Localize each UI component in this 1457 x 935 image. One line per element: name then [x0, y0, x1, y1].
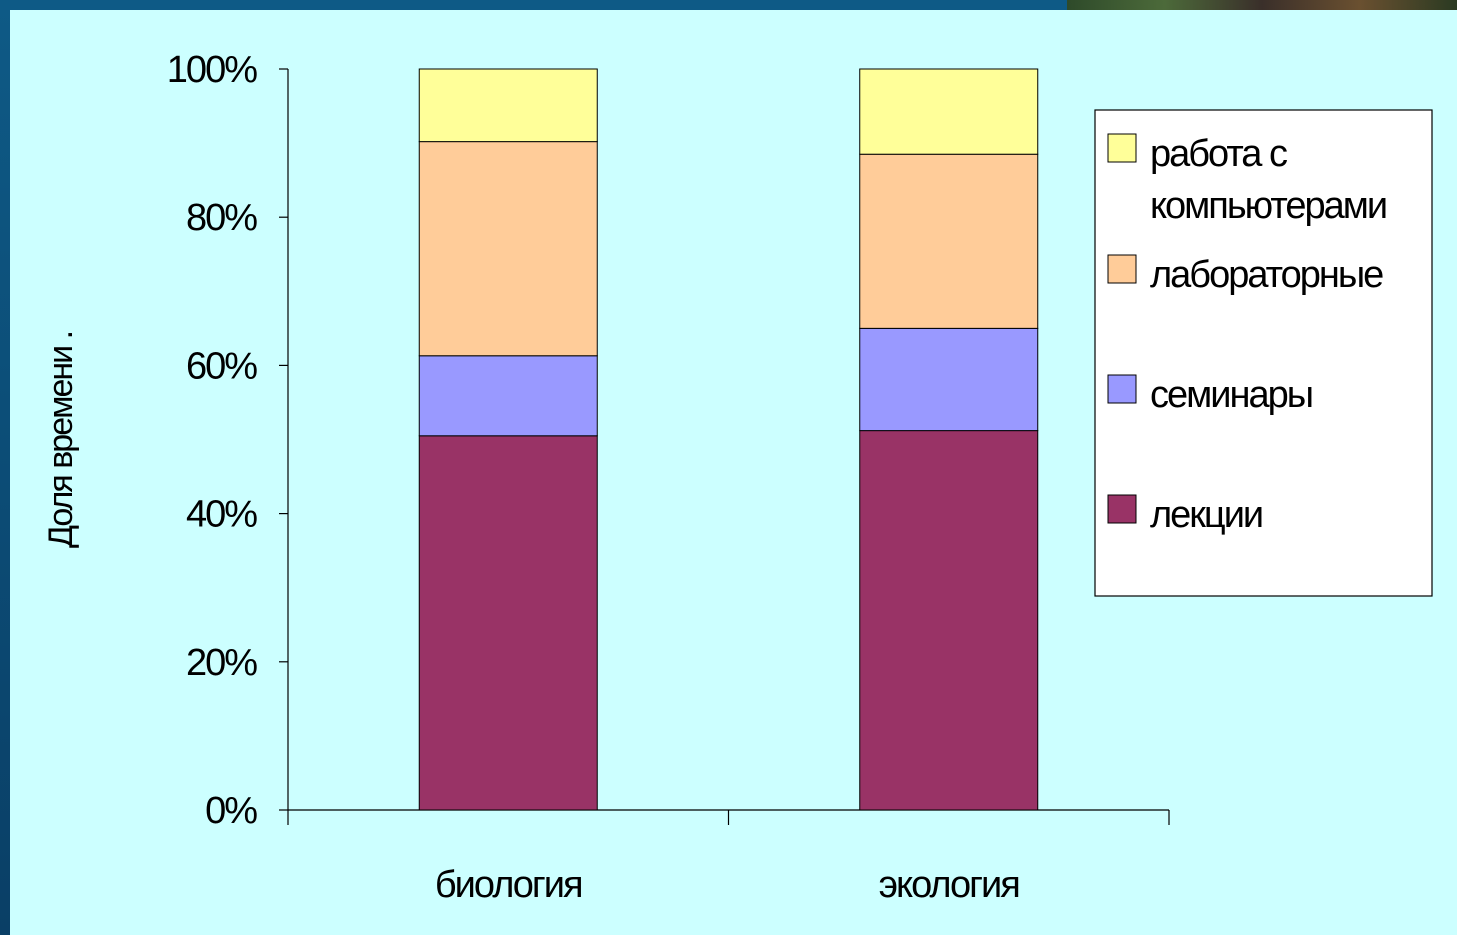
legend-swatch	[1107, 494, 1137, 524]
bars	[418, 68, 1039, 811]
x-tick-label: экология	[879, 864, 1019, 906]
x-axis: биология экология	[287, 809, 1170, 906]
y-tick-label: 40%	[186, 494, 257, 536]
legend-label: лекции	[1150, 494, 1262, 536]
legend-label: компьютерами	[1150, 185, 1386, 227]
y-tick-label: 80%	[186, 197, 257, 239]
legend-label: работа с	[1150, 133, 1287, 175]
legend-swatch	[1107, 374, 1137, 404]
y-tick-label: 0%	[205, 790, 257, 832]
legend-box	[1094, 109, 1433, 597]
y-tick-label: 100%	[167, 49, 257, 91]
x-tick-label: биология	[435, 864, 582, 906]
legend-swatch	[1107, 254, 1137, 284]
bar-segment	[859, 430, 1039, 811]
bar-segment	[418, 355, 598, 437]
y-axis: 0% 20% 40% 60% 80% 100%	[167, 49, 289, 832]
legend: работа с компьютерами лабораторные семинары…	[1094, 109, 1433, 597]
y-axis-title: Доля времени .	[42, 332, 80, 548]
y-tick-label: 60%	[186, 345, 257, 387]
legend-label: лабораторные	[1150, 254, 1383, 296]
y-tick-label: 20%	[186, 642, 257, 684]
bar-segment	[418, 435, 598, 811]
corner-photo-strip	[1067, 0, 1457, 10]
bar-segment	[859, 68, 1039, 155]
legend-label: семинары	[1150, 374, 1312, 416]
bar-segment	[418, 141, 598, 357]
legend-swatch	[1107, 133, 1137, 163]
bar-segment	[418, 68, 598, 143]
bar-segment	[859, 153, 1039, 329]
bar-segment	[859, 327, 1039, 432]
